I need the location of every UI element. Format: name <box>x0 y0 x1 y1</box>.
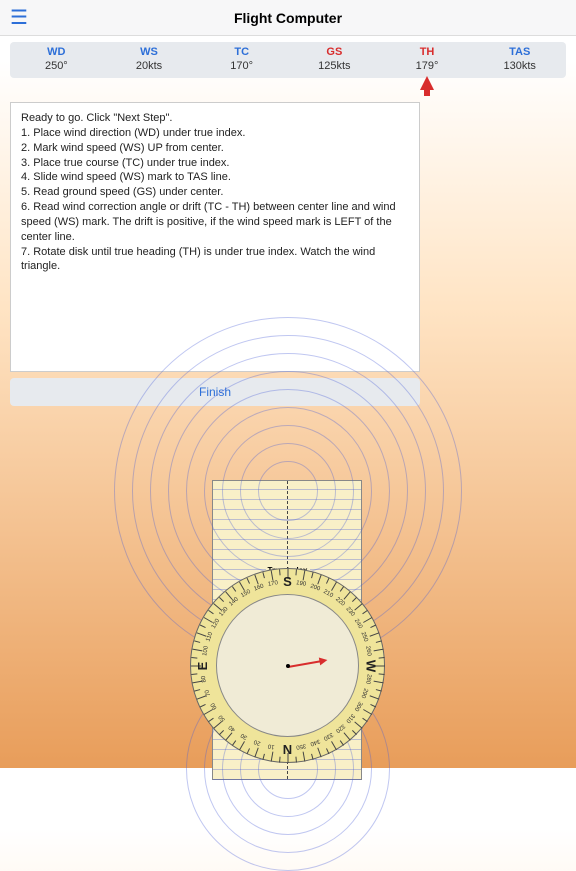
data-col-wd[interactable]: WD 250° <box>10 46 103 72</box>
data-label: WD <box>10 46 103 58</box>
instruction-step: 2. Mark wind speed (WS) UP from center. <box>21 141 409 156</box>
data-col-tas[interactable]: TAS 130kts <box>473 46 566 72</box>
data-col-gs[interactable]: GS 125kts <box>288 46 381 72</box>
instructions-intro: Ready to go. Click "Next Step". <box>21 111 409 126</box>
instruction-step: 3. Place true course (TC) under true ind… <box>21 156 409 171</box>
compass-rose[interactable]: 1020304050607080100110120130140150160170… <box>190 568 385 763</box>
data-label: TH <box>381 46 474 58</box>
instruction-step: 4. Slide wind speed (WS) mark to TAS lin… <box>21 170 409 185</box>
data-value: 179° <box>381 60 474 72</box>
cardinal-n: N <box>283 742 292 757</box>
header: ☰ Flight Computer <box>0 0 576 36</box>
data-value: 125kts <box>288 60 381 72</box>
flight-computer[interactable]: True Index 10203040506070801001101201301… <box>190 480 385 780</box>
cardinal-e: E <box>195 661 210 670</box>
data-label: WS <box>103 46 196 58</box>
cardinal-s: S <box>283 574 292 589</box>
instruction-step: 6. Read wind correction angle or drift (… <box>21 200 409 245</box>
data-value: 130kts <box>473 60 566 72</box>
data-value: 20kts <box>103 60 196 72</box>
page-title: Flight Computer <box>0 10 576 26</box>
cardinal-w: W <box>363 659 378 671</box>
data-label: GS <box>288 46 381 58</box>
instruction-step: 5. Read ground speed (GS) under center. <box>21 185 409 200</box>
data-value: 170° <box>195 60 288 72</box>
data-col-th[interactable]: TH 179° <box>381 46 474 72</box>
data-value: 250° <box>10 60 103 72</box>
menu-icon[interactable]: ☰ <box>10 5 28 30</box>
data-strip: WD 250°WS 20kts TC 170°GS 125ktsTH 179° TAS 130k… <box>10 42 566 78</box>
data-label: TAS <box>473 46 566 58</box>
data-label: TC <box>195 46 288 58</box>
data-col-tc[interactable]: TC 170° <box>195 46 288 72</box>
data-col-ws[interactable]: WS 20kts <box>103 46 196 72</box>
instruction-step: 7. Rotate disk until true heading (TH) i… <box>21 245 409 275</box>
indicator-arrow-stem <box>424 88 430 96</box>
instruction-step: 1. Place wind direction (WD) under true … <box>21 126 409 141</box>
center-grommet <box>286 664 290 668</box>
